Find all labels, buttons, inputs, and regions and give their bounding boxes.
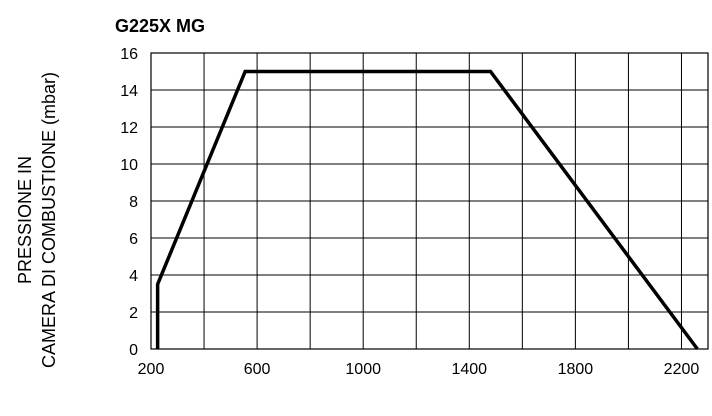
y-tick-label: 10 — [120, 157, 138, 174]
y-tick-label: 4 — [129, 268, 138, 285]
x-tick-labels: 200 600 1000 1400 1800 2200 — [138, 361, 700, 378]
x-tick-label: 600 — [244, 361, 271, 378]
x-tick-label: 1400 — [451, 361, 487, 378]
y-tick-label: 12 — [120, 120, 138, 137]
chart-title: G225X MG — [115, 16, 205, 36]
series-layer — [155, 69, 699, 351]
x-tick-label: 1000 — [345, 361, 381, 378]
y-axis-label: PRESSIONE IN CAMERA DI COMBUSTIONE (mbar… — [15, 72, 59, 368]
series-line — [155, 69, 699, 351]
y-axis-label-line-2: CAMERA DI COMBUSTIONE (mbar) — [39, 72, 59, 368]
y-tick-labels: 0 2 4 6 8 10 12 14 16 — [120, 46, 138, 359]
x-tick-label: 200 — [138, 361, 165, 378]
x-tick-label: 1800 — [558, 361, 594, 378]
plot-frame — [150, 52, 709, 350]
y-tick-label: 8 — [129, 194, 138, 211]
y-tick-label: 16 — [120, 46, 138, 63]
y-tick-label: 6 — [129, 231, 138, 248]
y-tick-label: 0 — [129, 342, 138, 359]
y-tick-label: 2 — [129, 305, 138, 322]
y-axis-label-line-1: PRESSIONE IN — [15, 156, 35, 284]
y-tick-label: 14 — [120, 83, 138, 100]
x-tick-label: 2200 — [664, 361, 700, 378]
